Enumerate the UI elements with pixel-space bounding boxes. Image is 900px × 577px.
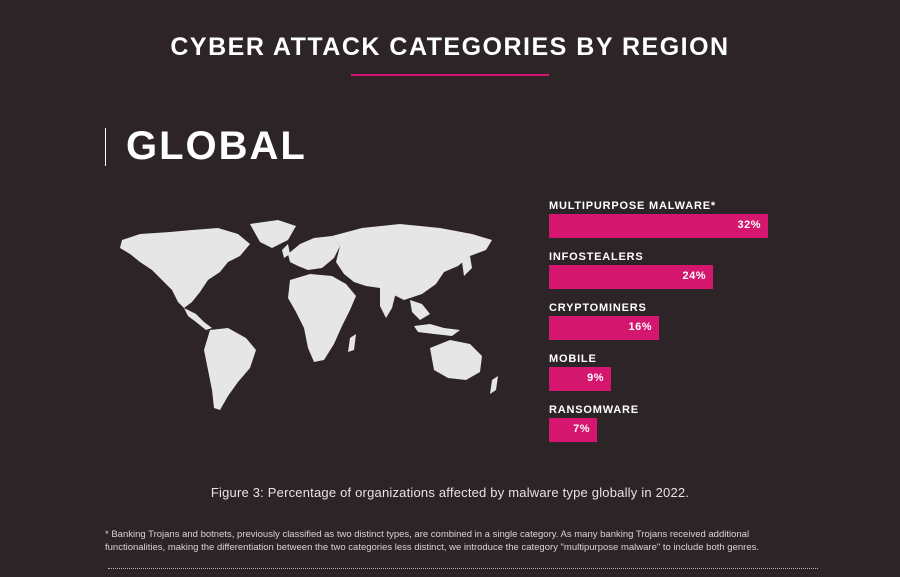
bar-row: RANSOMWARE 7%	[549, 404, 849, 442]
africa-shape	[288, 274, 356, 362]
south-america-shape	[204, 328, 256, 410]
greenland-shape	[250, 220, 296, 248]
bar-row: INFOSTEALERS 24%	[549, 251, 849, 289]
japan-shape	[462, 256, 472, 276]
bar-label: MOBILE	[549, 353, 597, 365]
india-shape	[380, 288, 396, 318]
dotted-rule	[108, 568, 818, 569]
asia-shape	[332, 224, 492, 300]
uk-shape	[282, 244, 290, 258]
bar-label: CRYPTOMINERS	[549, 302, 647, 314]
title-underline	[351, 74, 549, 76]
region-title: GLOBAL	[126, 124, 307, 168]
madagascar-shape	[348, 334, 356, 352]
bar: 9%	[549, 367, 611, 391]
bar-value-label: 7%	[573, 423, 590, 435]
bar-label: MULTIPURPOSE MALWARE*	[549, 200, 716, 212]
southeast-asia-shape	[410, 300, 430, 320]
bar-value-label: 32%	[737, 219, 761, 231]
bar: 7%	[549, 418, 597, 442]
bar-label: INFOSTEALERS	[549, 251, 644, 263]
footnote: * Banking Trojans and botnets, previousl…	[105, 529, 759, 553]
north-america-shape	[120, 228, 250, 308]
indonesia-shape	[414, 324, 460, 336]
europe-shape	[288, 236, 340, 270]
region-divider	[105, 128, 106, 166]
bar: 32%	[549, 214, 768, 238]
bar-value-label: 24%	[682, 270, 706, 282]
bar-label: RANSOMWARE	[549, 404, 639, 416]
new-zealand-shape	[490, 376, 498, 394]
bar: 24%	[549, 265, 713, 289]
bar: 16%	[549, 316, 659, 340]
bar-row: CRYPTOMINERS 16%	[549, 302, 849, 340]
bar-value-label: 9%	[587, 372, 604, 384]
world-map-icon	[120, 220, 498, 410]
australia-shape	[430, 340, 482, 380]
bar-row: MOBILE 9%	[549, 353, 849, 391]
bar-row: MULTIPURPOSE MALWARE* 32%	[549, 200, 849, 238]
central-america-shape	[184, 308, 212, 330]
bar-value-label: 16%	[628, 321, 652, 333]
page-title: CYBER ATTACK CATEGORIES BY REGION	[170, 33, 730, 61]
figure-caption: Figure 3: Percentage of organizations af…	[210, 485, 690, 500]
